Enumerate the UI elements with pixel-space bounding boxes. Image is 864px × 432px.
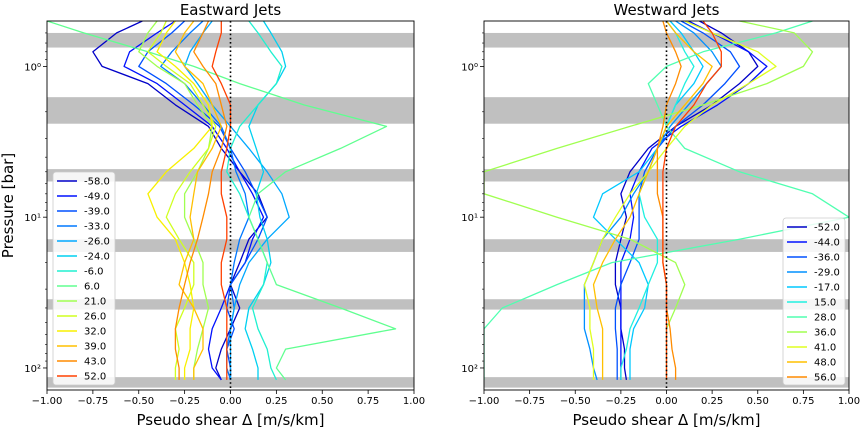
legend-label: 48.0 [814,358,836,369]
chart-panel-1: −1.00 −0.75 −0.50 −0.25 0.00 0.25 0.50 0.75 1.00… [0,1,425,429]
plot-area [47,21,414,390]
x-tick-label: 0.00 [655,396,677,407]
series-line [47,21,397,381]
series-line [174,21,222,380]
x-tick-label: 1.00 [838,396,860,407]
series-line [226,21,283,381]
series-line [656,21,682,380]
legend-box [782,217,846,386]
legend-label: -36.0 [814,253,840,264]
x-tick-label: −0.50 [560,396,591,407]
y-tick-label: 10² [461,364,478,375]
series-line [244,21,287,380]
gray-band [47,239,414,252]
legend-label: -49.0 [84,192,110,203]
gray-band [47,299,414,310]
x-tick-label: −0.50 [123,396,154,407]
legend-label: 41.0 [814,343,836,354]
legend-label: 36.0 [814,328,836,339]
legend-label: 15.0 [814,298,836,309]
x-axis-label: Pseudo shear Δ [m/s/km] [136,411,324,429]
x-tick-label: −1.00 [469,396,500,407]
series-line [583,21,777,380]
legend-label: 52.0 [84,372,106,383]
x-tick-label: 0.50 [747,396,769,407]
legend-label: 6.0 [84,282,100,293]
x-tick-label: 0.75 [357,396,379,407]
x-tick-label: −0.25 [169,396,200,407]
x-tick-label: 0.25 [701,396,723,407]
y-tick-label: 10² [24,364,41,375]
x-tick-label: 0.00 [219,396,241,407]
x-tick-label: 0.75 [792,396,814,407]
legend-label: -44.0 [814,238,840,249]
series-line [174,21,228,380]
legend: -58.0 -49.0 -39.0 -33.0 -26.0 -24.0 -6.0 6.0 21.… [52,171,116,386]
x-tick-label: −1.00 [32,396,63,407]
y-tick-label: 10⁰ [461,62,478,73]
gray-band [47,32,414,48]
legend-label: -29.0 [814,268,840,279]
gray-band [484,32,849,48]
series-line [592,21,713,380]
x-tick-label: 0.25 [265,396,287,407]
y-tick-label: 10¹ [24,213,41,224]
legend-label: -58.0 [84,177,110,188]
legend-label: 39.0 [84,342,106,353]
legend-label: -52.0 [814,223,840,234]
x-tick-label: 1.00 [403,396,425,407]
chart-title: Westward Jets [614,1,720,19]
legend: -52.0 -44.0 -36.0 -29.0 -17.0 15.0 28.0 36.0 41.… [782,217,846,386]
x-tick-label: −0.75 [78,396,109,407]
x-tick-label: −0.75 [514,396,545,407]
gray-band [47,169,414,182]
legend-label: -39.0 [84,207,110,218]
legend-label: 28.0 [814,313,836,324]
legend-label: 21.0 [84,297,106,308]
legend-label: -33.0 [84,222,110,233]
legend-label: -24.0 [84,252,110,263]
series-line [211,21,232,380]
series-line [123,21,265,381]
x-tick-label: 0.50 [311,396,333,407]
legend-label: -26.0 [84,237,110,248]
legend-label: 56.0 [814,373,836,384]
plot-area [484,21,849,390]
legend-box [52,171,116,386]
gray-band [484,169,849,182]
legend-label: 26.0 [84,312,106,323]
gray-band [484,239,849,252]
x-axis-label: Pseudo shear Δ [m/s/km] [572,411,760,429]
y-tick-label: 10¹ [461,213,478,224]
y-tick-label: 10⁰ [24,62,41,73]
chart-panel-2: −1.00 −0.75 −0.50 −0.25 0.00 0.25 0.50 0.75 1.00… [461,1,860,429]
series-line [147,21,213,380]
chart-title: Eastward Jets [180,1,282,19]
legend-label: -6.0 [84,267,104,278]
series-line [484,21,849,380]
x-tick-label: −0.25 [606,396,637,407]
legend-label: 43.0 [84,357,106,368]
legend-label: 32.0 [84,327,106,338]
y-axis-label: Pressure [bar] [0,153,17,258]
series-line [592,21,704,380]
legend-label: -17.0 [814,283,840,294]
